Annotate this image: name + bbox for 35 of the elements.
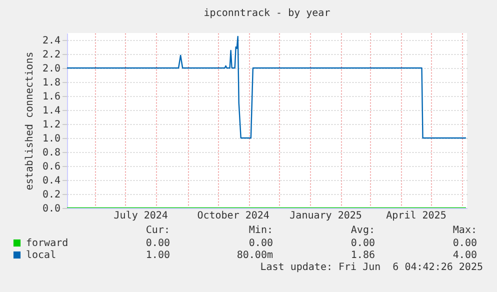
y-tick-label: 1.0	[42, 134, 60, 144]
legend-label: forward	[26, 238, 68, 249]
y-tick-label: 0.8	[42, 148, 60, 158]
y-tick-label: 2.4	[42, 36, 60, 46]
text: 80.00m	[236, 250, 273, 261]
y-tick-label: 1.6	[42, 92, 60, 102]
y-axis-title: established connections	[24, 52, 36, 190]
y-tick-label: 2.0	[42, 64, 60, 74]
legend-label: local	[26, 250, 56, 261]
text: Cur:	[146, 225, 170, 236]
text: 0.00	[350, 238, 375, 248]
x-tick-label: April 2025	[386, 210, 446, 222]
text: 4.00	[452, 250, 477, 261]
y-tick-label: 0.4	[42, 176, 60, 186]
y-tick-label: 0.0	[42, 204, 60, 214]
text: 0.00	[248, 238, 273, 248]
text: 0.00	[452, 238, 477, 248]
y-tick-label: 2.2	[42, 50, 60, 60]
text: Avg:	[350, 225, 375, 236]
y-tick-label: 0.2	[42, 190, 60, 200]
text: Last update: Fri Jun 6 04:42:26 2025	[260, 262, 483, 273]
text: Min:	[248, 225, 273, 236]
text: 0.00	[146, 238, 170, 248]
y-tick-label: 1.8	[42, 78, 60, 88]
text: 1.86	[350, 250, 375, 261]
x-tick-label: January 2025	[290, 210, 362, 222]
text: Max:	[452, 225, 477, 236]
x-tick-label: July 2024	[114, 210, 168, 222]
y-tick-label: 0.6	[42, 162, 60, 172]
line-series	[67, 36, 467, 139]
y-tick-label: 1.2	[42, 120, 60, 130]
text: 1.00	[146, 250, 170, 261]
chart-title: ipconntrack - by year	[204, 8, 330, 19]
x-tick-label: October 2024	[197, 210, 270, 222]
y-tick-label: 1.4	[42, 106, 60, 116]
